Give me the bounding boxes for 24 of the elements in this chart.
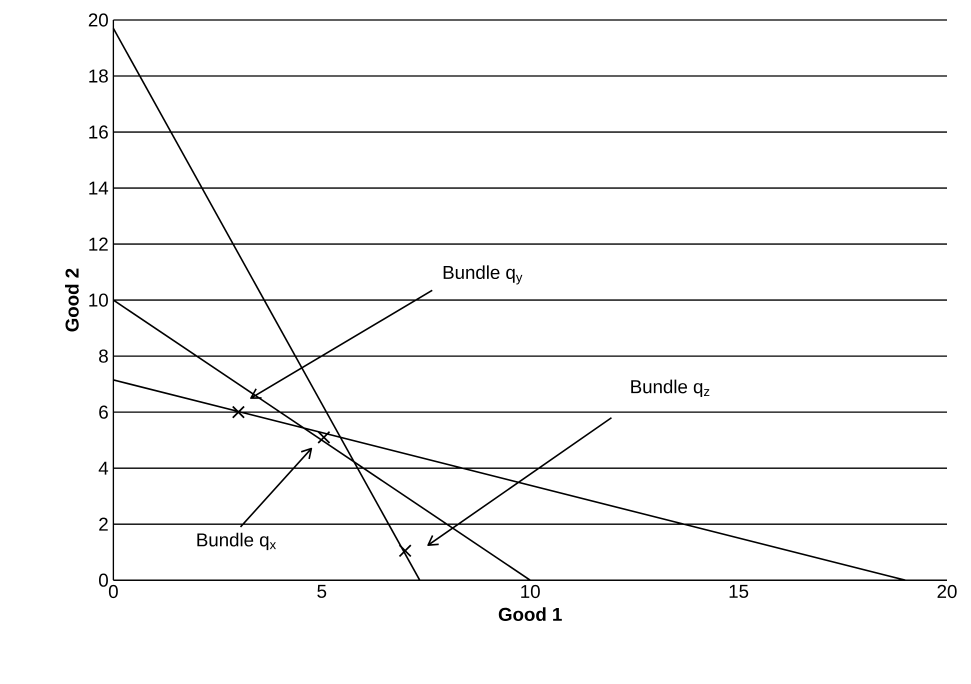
y-tick-label: 4 (98, 462, 108, 474)
y-tick-label: 2 (99, 518, 108, 531)
x-axis-title: Good 1 (498, 607, 562, 621)
annotation: Bundle q$_{z}$ (631, 380, 710, 397)
x-tick-label: 5 (317, 584, 326, 598)
y-axis-title: Good 2 (65, 268, 79, 332)
y-tick-label: 18 (89, 69, 108, 83)
point (232, 405, 245, 419)
y-tick-label: 20 (88, 13, 108, 27)
y-tick-label: 0 (99, 573, 108, 587)
point (398, 544, 412, 558)
y-tick-label: 12 (89, 237, 108, 250)
x-tick-label: 15 (730, 584, 748, 598)
x-tick-label: 20 (938, 584, 957, 598)
annotation: Bundle q$_{x}$ (197, 532, 276, 550)
y-tick-label: 16 (89, 125, 108, 139)
x-tick-label: 0 (108, 584, 118, 598)
annotation: Bundle q$_{y}$ (444, 265, 522, 284)
x-tick-label: 10 (521, 584, 540, 598)
point (317, 430, 330, 444)
y-tick-label: 6 (99, 405, 108, 419)
y-tick-label: 10 (89, 293, 108, 307)
y-tick-label: 8 (99, 349, 108, 363)
y-tick-label: 14 (89, 182, 108, 194)
